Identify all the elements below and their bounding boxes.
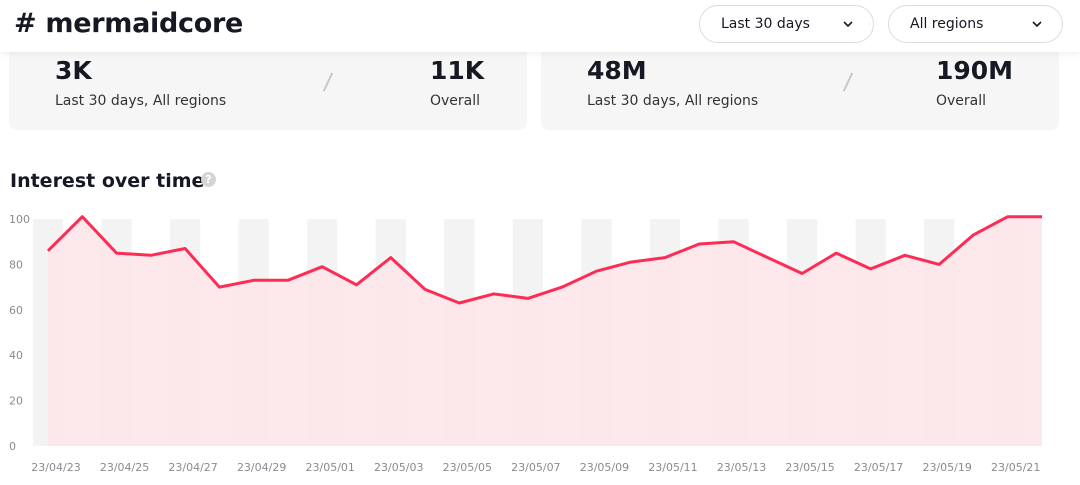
x-tick-label: 23/05/03: [374, 461, 423, 474]
views-overall-value: 190M: [936, 56, 1014, 85]
views-overall-label: Overall: [936, 93, 987, 109]
posts-recent-value: 3K: [55, 56, 92, 85]
views-recent-label: Last 30 days, All regions: [587, 93, 759, 109]
posts-stat-card: 3K Last 30 days, All regions 11K Overall: [9, 52, 527, 130]
views-stat-card: 48M Last 30 days, All regions 190M Overa…: [541, 52, 1059, 130]
region-dropdown-label: All regions: [910, 16, 984, 32]
chevron-down-icon: [843, 21, 853, 28]
interest-line: [46, 215, 1042, 305]
y-tick-label: 100: [9, 213, 30, 226]
x-tick-label: 23/05/01: [306, 461, 355, 474]
y-tick-label: 60: [9, 304, 23, 317]
x-tick-label: 23/04/27: [168, 461, 217, 474]
x-tick-label: 23/05/11: [648, 461, 697, 474]
period-dropdown[interactable]: Last 30 days: [699, 5, 874, 43]
x-tick-label: 23/04/23: [31, 461, 80, 474]
chevron-down-icon: [1032, 21, 1042, 28]
posts-overall-label: Overall: [430, 93, 481, 109]
stat-divider: [322, 72, 334, 92]
x-tick-label: 23/05/17: [854, 461, 903, 474]
region-dropdown[interactable]: All regions: [888, 5, 1063, 43]
y-tick-label: 0: [9, 440, 16, 453]
x-tick-label: 23/05/13: [717, 461, 766, 474]
section-title: Interest over time: [10, 170, 205, 192]
stat-divider: [842, 72, 854, 92]
x-tick-label: 23/05/09: [580, 461, 629, 474]
interest-area: [48, 216, 1042, 446]
top-bar: # mermaidcore Last 30 days All regions: [0, 0, 1080, 52]
x-tick-label: 23/05/07: [511, 461, 560, 474]
y-tick-label: 20: [9, 395, 23, 408]
posts-overall-value: 11K: [430, 56, 485, 85]
x-tick-label: 23/04/25: [100, 461, 149, 474]
page-title: # mermaidcore: [14, 8, 244, 39]
posts-recent-label: Last 30 days, All regions: [55, 93, 227, 109]
y-axis-ticks: 0 20 40 60 80 100: [9, 213, 30, 453]
views-recent-value: 48M: [587, 56, 647, 85]
x-tick-label: 23/05/19: [922, 461, 971, 474]
help-icon[interactable]: ?: [201, 172, 216, 187]
y-tick-label: 80: [9, 258, 23, 271]
period-dropdown-label: Last 30 days: [721, 16, 810, 32]
x-tick-label: 23/05/21: [991, 461, 1040, 474]
x-tick-label: 23/04/29: [237, 461, 286, 474]
y-tick-label: 40: [9, 349, 23, 362]
x-tick-label: 23/05/05: [443, 461, 492, 474]
x-axis-ticks: 23/04/23 23/04/25 23/04/27 23/04/29 23/05/01…: [31, 461, 1040, 474]
x-tick-label: 23/05/15: [785, 461, 834, 474]
